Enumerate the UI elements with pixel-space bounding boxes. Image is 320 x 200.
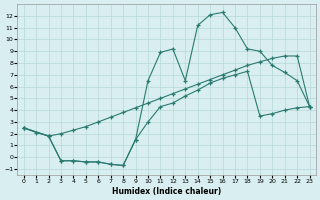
X-axis label: Humidex (Indice chaleur): Humidex (Indice chaleur): [112, 187, 221, 196]
